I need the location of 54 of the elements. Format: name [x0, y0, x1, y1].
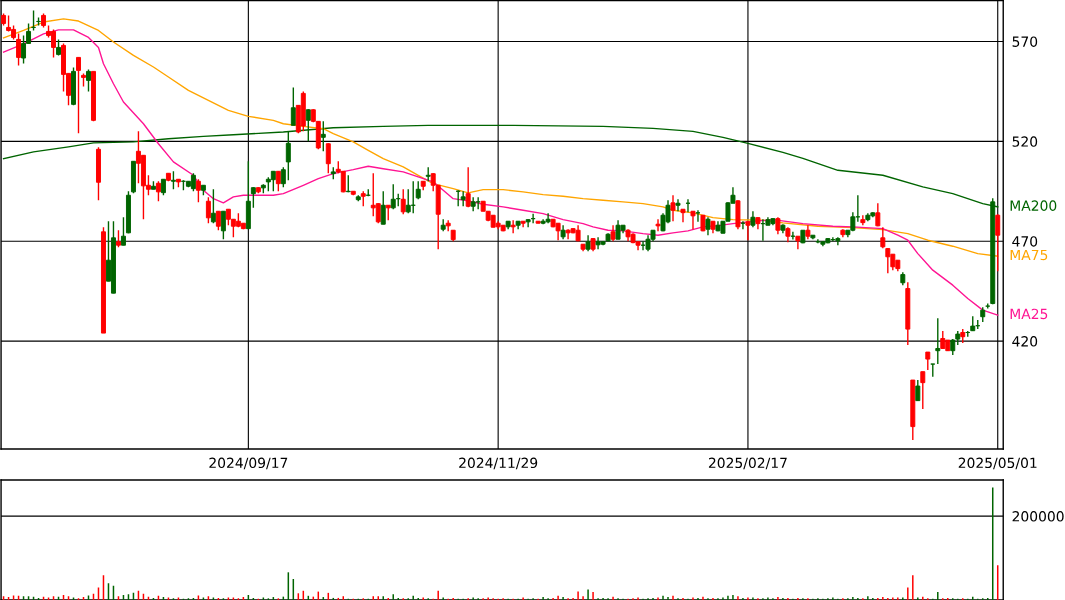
candlestick [510, 219, 516, 234]
candlestick [290, 86, 296, 127]
candlestick [285, 130, 291, 181]
candlestick [275, 170, 281, 192]
candlestick [120, 216, 126, 246]
candlestick [16, 32, 22, 67]
candlestick [405, 188, 411, 214]
candlestick [880, 226, 886, 249]
candlestick [670, 194, 676, 222]
candlestick [76, 56, 81, 135]
candlestick [460, 190, 466, 207]
candlestick [250, 186, 256, 209]
x-tick-label: 2024/11/29 [459, 457, 538, 470]
candlestick [675, 198, 681, 212]
candlestick [215, 210, 221, 231]
y-tick-label: 570 [1012, 36, 1038, 47]
x-tick-label: 2024/09/17 [209, 457, 288, 470]
series-label: MA25 [1010, 308, 1048, 320]
series-label: MA75 [1010, 249, 1048, 261]
candlestick [155, 180, 161, 202]
y-tick-label: 200000 [1012, 511, 1064, 522]
candlestick [690, 210, 696, 230]
candlestick [270, 170, 276, 192]
candlestick [210, 188, 216, 224]
y-tick-label: 520 [1012, 136, 1038, 147]
candlestick [390, 183, 396, 210]
candlestick [525, 218, 531, 228]
candlestick [380, 190, 386, 225]
x-tick-label: 2025/05/01 [958, 457, 1037, 470]
y-tick-label: 420 [1012, 336, 1038, 347]
candlestick [935, 317, 941, 365]
line-series [2, 29, 999, 316]
candlestick [325, 142, 331, 174]
candlestick [745, 220, 751, 241]
candlestick [220, 210, 226, 240]
candlestick [340, 170, 346, 193]
candlestick [205, 196, 211, 224]
candlestick [475, 196, 481, 210]
candlestick [86, 68, 91, 93]
candlestick [920, 370, 926, 410]
series-label: MA200 [1010, 200, 1057, 211]
candlestick [835, 236, 841, 246]
candlestick [885, 247, 891, 274]
candlestick [680, 208, 686, 223]
line-series [2, 18, 999, 257]
candlestick [375, 202, 381, 224]
x-tick-label: 2025/02/17 [708, 457, 787, 470]
y-tick-label: 470 [1012, 236, 1038, 247]
candlestick [21, 34, 27, 65]
candlestick [995, 213, 1001, 272]
candlestick [465, 166, 471, 208]
candlestick [400, 188, 406, 215]
candlestick [195, 178, 201, 203]
candlestick [280, 166, 286, 188]
